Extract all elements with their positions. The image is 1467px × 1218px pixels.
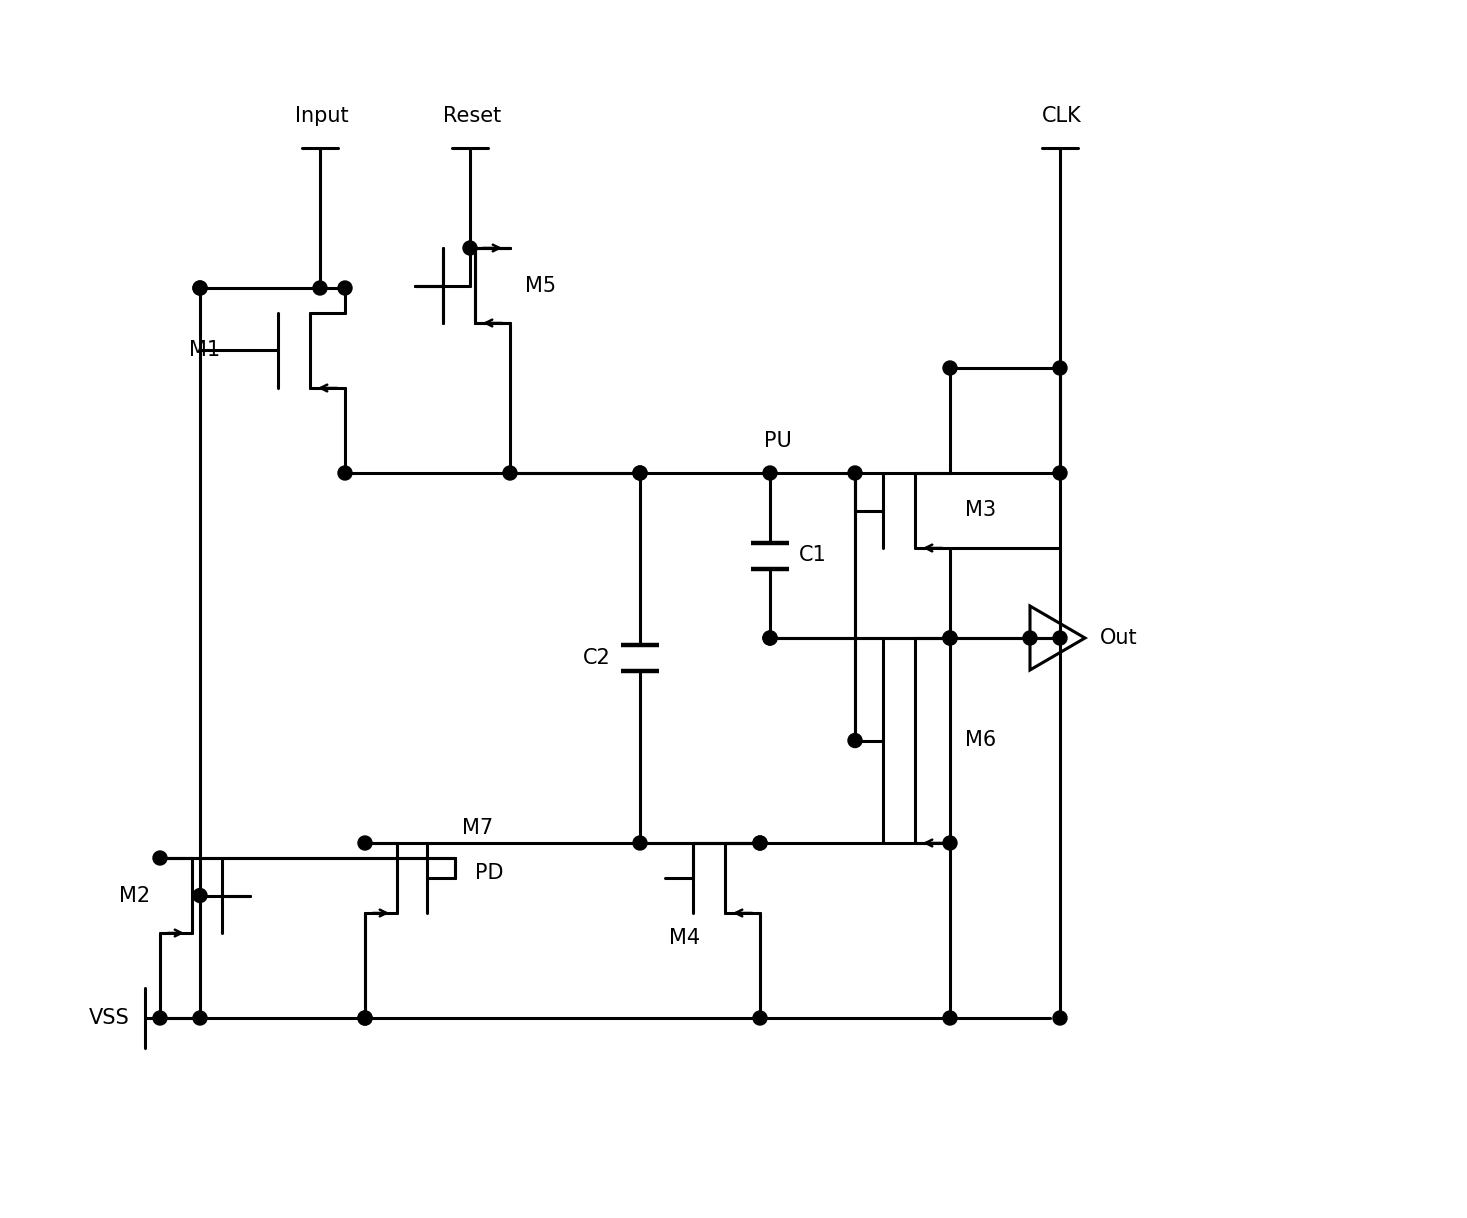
Text: Reset: Reset — [443, 106, 502, 125]
Circle shape — [943, 1011, 956, 1026]
Circle shape — [848, 733, 863, 748]
Circle shape — [1053, 361, 1067, 375]
Circle shape — [753, 836, 767, 850]
Circle shape — [337, 466, 352, 480]
Circle shape — [753, 1011, 767, 1026]
Text: M5: M5 — [525, 275, 556, 296]
Text: M7: M7 — [462, 818, 493, 838]
Circle shape — [337, 281, 352, 295]
Circle shape — [464, 241, 477, 255]
Circle shape — [194, 281, 207, 295]
Text: M2: M2 — [119, 885, 150, 905]
Text: M1: M1 — [189, 341, 220, 361]
Circle shape — [632, 466, 647, 480]
Circle shape — [312, 281, 327, 295]
Circle shape — [1053, 631, 1067, 646]
Circle shape — [943, 631, 956, 646]
Text: M4: M4 — [669, 928, 701, 948]
Text: VSS: VSS — [89, 1009, 131, 1028]
Text: C2: C2 — [584, 648, 610, 667]
Circle shape — [763, 631, 778, 646]
Circle shape — [848, 466, 863, 480]
Circle shape — [763, 466, 778, 480]
Circle shape — [943, 631, 956, 646]
Circle shape — [194, 888, 207, 903]
Circle shape — [753, 836, 767, 850]
Circle shape — [632, 836, 647, 850]
Text: M6: M6 — [965, 731, 996, 750]
Text: Input: Input — [295, 106, 349, 125]
Circle shape — [194, 281, 207, 295]
Circle shape — [503, 466, 516, 480]
Circle shape — [358, 836, 373, 850]
Circle shape — [1053, 466, 1067, 480]
Text: PU: PU — [764, 431, 792, 451]
Circle shape — [153, 1011, 167, 1026]
Text: PD: PD — [475, 864, 503, 883]
Circle shape — [153, 851, 167, 865]
Circle shape — [358, 1011, 373, 1026]
Circle shape — [943, 361, 956, 375]
Circle shape — [1022, 631, 1037, 646]
Text: C1: C1 — [800, 546, 827, 565]
Circle shape — [763, 631, 778, 646]
Text: Out: Out — [1100, 628, 1137, 648]
Circle shape — [1053, 1011, 1067, 1026]
Text: M3: M3 — [965, 501, 996, 520]
Text: CLK: CLK — [1042, 106, 1081, 125]
Circle shape — [194, 1011, 207, 1026]
Circle shape — [358, 1011, 373, 1026]
Circle shape — [943, 836, 956, 850]
Circle shape — [632, 466, 647, 480]
